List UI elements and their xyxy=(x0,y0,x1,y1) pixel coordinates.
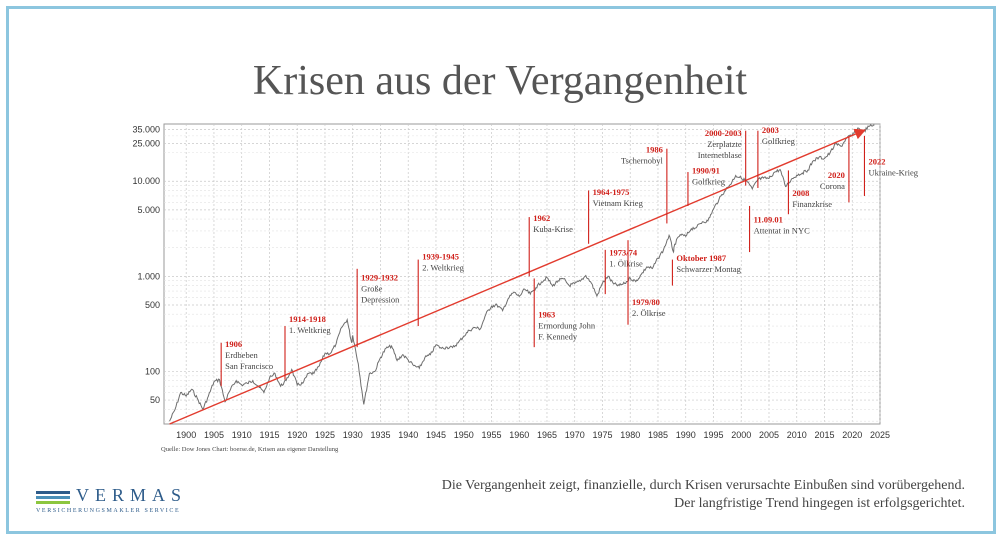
annotation-label: Attentat in NYC xyxy=(754,225,811,235)
annotation-year: 2000-2003 xyxy=(705,128,742,138)
annotation-label: Kuba-Krise xyxy=(533,224,573,234)
x-tick-label: 1950 xyxy=(454,430,474,440)
annotation-label: 2. Ölkrise xyxy=(632,308,666,318)
slide-title: Krisen aus der Vergangenheit xyxy=(252,58,748,104)
x-tick-label: 1965 xyxy=(537,430,557,440)
y-tick-label: 500 xyxy=(145,300,160,310)
annotation-label: Corona xyxy=(820,181,845,191)
annotation-label: San Francisco xyxy=(225,361,273,371)
annotation-label: Große xyxy=(361,284,382,294)
annotation-label: Finanzkrise xyxy=(792,199,832,209)
y-tick-label: 35.000 xyxy=(132,125,160,135)
caption-line-2: Der langfristige Trend hingegen ist erfo… xyxy=(674,496,965,511)
x-tick-label: 1980 xyxy=(620,430,640,440)
x-tick-label: 1905 xyxy=(204,430,224,440)
y-tick-label: 5.000 xyxy=(137,205,160,215)
annotation-label: Golfkrieg xyxy=(692,177,726,187)
annotation-year: 1990/91 xyxy=(692,166,720,176)
annotation-label: Ukraine-Krieg xyxy=(868,168,918,178)
logo-bar xyxy=(36,496,70,499)
annotation-year: 1914-1918 xyxy=(289,314,326,324)
logo-bar xyxy=(36,501,70,504)
annotation-label: F. Kennedy xyxy=(538,331,578,341)
annotation-label: Internetblase xyxy=(698,150,742,160)
x-tick-label: 1985 xyxy=(648,430,668,440)
x-tick-label: 1970 xyxy=(565,430,585,440)
annotation-label: 2. Weltkrieg xyxy=(422,263,464,273)
x-tick-label: 1915 xyxy=(259,430,279,440)
logo-bars-icon xyxy=(36,491,70,506)
annotation-label: 1. Ölkrise xyxy=(609,259,643,269)
annotation-year: 1963 xyxy=(538,309,555,319)
x-tick-label: 1955 xyxy=(481,430,501,440)
y-tick-label: 1.000 xyxy=(137,271,160,281)
annotation-label: Erdbeben xyxy=(225,350,258,360)
x-tick-label: 2000 xyxy=(731,430,751,440)
annotation-year: 1929-1932 xyxy=(361,273,398,283)
x-tick-label: 1940 xyxy=(398,430,418,440)
x-tick-label: 2025 xyxy=(870,430,890,440)
y-tick-label: 25.000 xyxy=(132,138,160,148)
x-tick-label: 1995 xyxy=(703,430,723,440)
annotation-year: 2022 xyxy=(868,157,885,167)
logo-bar xyxy=(36,491,70,494)
annotation-year: 2003 xyxy=(762,125,779,135)
x-tick-label: 1990 xyxy=(676,430,696,440)
dow-jones-line xyxy=(169,123,875,422)
x-tick-label: 1920 xyxy=(287,430,307,440)
annotation-label: Zerplatzte xyxy=(707,139,742,149)
logo-name: VERMAS xyxy=(76,485,188,505)
annotation-year: 1906 xyxy=(225,339,242,349)
x-tick-label: 2015 xyxy=(814,430,834,440)
annotation-year: 2020 xyxy=(828,170,845,180)
annotation-year: 1962 xyxy=(533,213,550,223)
annotation-label: Tschernobyl xyxy=(621,156,664,166)
annotation-year: 1964-1975 xyxy=(593,187,630,197)
annotation-year: Oktober 1987 xyxy=(676,253,726,263)
x-tick-label: 1945 xyxy=(426,430,446,440)
caption: Die Vergangenheit zeigt, finanzielle, du… xyxy=(442,477,965,513)
annotation-label: Vietnam Krieg xyxy=(593,198,644,208)
annotation-year: 1979/80 xyxy=(632,297,660,307)
y-tick-label: 10.000 xyxy=(132,176,160,186)
x-tick-label: 1930 xyxy=(343,430,363,440)
x-tick-label: 1925 xyxy=(315,430,335,440)
logo-subtitle: VERSICHERUNGSMAKLER SERVICE xyxy=(36,508,181,514)
x-tick-label: 1910 xyxy=(232,430,252,440)
x-tick-label: 1935 xyxy=(370,430,390,440)
y-tick-label: 100 xyxy=(145,366,160,376)
x-tick-label: 1975 xyxy=(592,430,612,440)
y-tick-label: 50 xyxy=(150,395,160,405)
x-tick-label: 2020 xyxy=(842,430,862,440)
annotation-year: 2008 xyxy=(792,188,809,198)
x-tick-label: 1960 xyxy=(509,430,529,440)
caption-line-1: Die Vergangenheit zeigt, finanzielle, du… xyxy=(441,478,965,493)
annotation-label: 1. Weltkrieg xyxy=(289,325,331,335)
x-tick-label: 2010 xyxy=(787,430,807,440)
x-tick-label: 1900 xyxy=(176,430,196,440)
annotation-label: Schwarzer Montag xyxy=(676,264,741,274)
annotation-year: 11.09.01 xyxy=(754,214,783,224)
annotation-year: 1939-1945 xyxy=(422,252,459,262)
annotation-label: Golfkrieg xyxy=(762,136,796,146)
annotation-year: 1986 xyxy=(646,145,663,155)
annotation-label: Depression xyxy=(361,295,400,305)
x-tick-label: 2005 xyxy=(759,430,779,440)
annotation-label: Ermordung John xyxy=(538,320,596,330)
chart-source: Quelle: Dow Jones Chart: boerse.de, Kris… xyxy=(161,446,339,453)
annotation-year: 1973/74 xyxy=(609,248,638,258)
